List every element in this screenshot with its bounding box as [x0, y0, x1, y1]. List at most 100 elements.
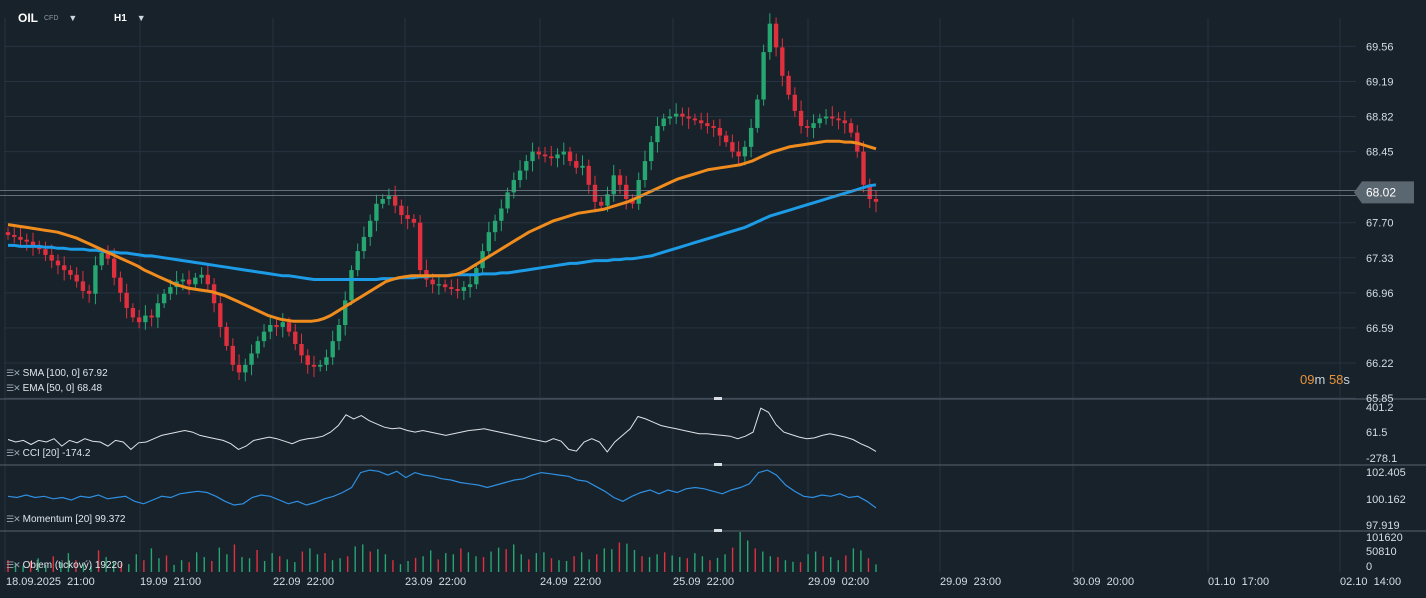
candle-body [405, 215, 410, 219]
candle-body [12, 235, 17, 237]
indicator-volume[interactable]: ☰✕ Objem (tickový) 19220 [6, 560, 123, 571]
candle-body [199, 274, 204, 278]
candle-body [755, 99, 760, 128]
candle-body [861, 151, 866, 185]
time-tick-label: 18.09.2025 21:00 [6, 576, 95, 588]
candle-body [430, 279, 435, 285]
candle-body [30, 241, 36, 246]
candle-body [86, 290, 92, 294]
candle-body [168, 287, 173, 294]
candle-body [524, 161, 529, 171]
candle-body [68, 270, 73, 275]
candle-body [761, 52, 766, 100]
candle-body [661, 118, 666, 127]
timeframe-label: H1 [114, 12, 127, 24]
candle-body [605, 194, 610, 206]
candle-body [124, 292, 129, 308]
candle-body [336, 325, 342, 342]
list-icon[interactable]: ☰✕ [6, 368, 21, 378]
list-icon[interactable]: ☰✕ [6, 514, 21, 524]
candle-body [467, 284, 473, 288]
indicator-ema[interactable]: ☰✕ EMA [50, 0] 68.48 [6, 383, 102, 394]
candle-body [274, 325, 279, 327]
candle-body [574, 161, 579, 168]
indicator-sma-label: SMA [100, 0] 67.92 [22, 368, 108, 379]
candle-body [280, 322, 285, 327]
candle-body [711, 126, 716, 128]
candle-body [261, 331, 267, 342]
panel-resize-handle [714, 397, 722, 400]
candle-body [143, 315, 148, 323]
candle-body [305, 355, 310, 365]
indicator-volume-label: Objem (tickový) 19220 [22, 560, 123, 571]
candle-body [318, 364, 323, 367]
candle-body [730, 142, 735, 152]
candle-body [748, 127, 754, 147]
price-tick-label: 65.85 [1366, 393, 1394, 405]
candle-body [93, 265, 98, 294]
candle-body [286, 322, 292, 332]
candle-body [62, 265, 67, 271]
candle-body [268, 325, 273, 332]
timeframe-selector[interactable]: H1 ▼ [114, 8, 146, 28]
candle-body [798, 110, 804, 127]
candle-body [536, 151, 541, 155]
candle-body [692, 118, 698, 121]
candle-body [118, 277, 123, 293]
candle-body [736, 151, 741, 157]
candle-body [236, 364, 242, 373]
time-tick-label: 25.09 22:00 [673, 576, 734, 588]
candle-body [848, 123, 854, 133]
time-tick-label: 29.09 23:00 [940, 576, 1001, 588]
list-icon[interactable]: ☰✕ [6, 383, 21, 393]
candle-body [767, 23, 773, 53]
candle-body [361, 236, 367, 252]
cci-tick-label: 61.5 [1366, 427, 1387, 439]
price-tick-label: 68.45 [1366, 147, 1394, 159]
cci-tick-label: -278.1 [1366, 453, 1397, 465]
indicator-cci[interactable]: ☰✕ CCI [20] -174.2 [6, 448, 90, 459]
candle-body [505, 192, 510, 209]
timer-minutes: 09 [1300, 372, 1315, 387]
panel-resize-handle [714, 529, 722, 532]
cci-panel [7, 407, 877, 453]
timer-seconds-unit: s [1343, 372, 1350, 387]
candle-body [811, 123, 816, 128]
candle-body [380, 198, 385, 204]
grid [4, 18, 1356, 572]
candle-body [449, 287, 454, 290]
momentum-panel [7, 469, 877, 509]
time-tick-label: 19.09 21:00 [140, 576, 201, 588]
candle-body [155, 303, 161, 318]
indicator-sma[interactable]: ☰✕ SMA [100, 0] 67.92 [6, 368, 108, 379]
time-tick-label: 24.09 22:00 [540, 576, 601, 588]
momentum-tick-label: 100.162 [1366, 494, 1406, 506]
candle-body [867, 184, 872, 199]
candle-body [349, 270, 354, 301]
candle-body [442, 284, 448, 288]
timer-seconds: 58 [1328, 372, 1344, 387]
list-icon[interactable]: ☰✕ [6, 448, 21, 458]
candle-body [461, 287, 467, 291]
candle-body [492, 220, 498, 233]
candle-body [611, 175, 616, 195]
price-tick-label: 67.70 [1366, 218, 1394, 230]
candle-body [786, 75, 791, 95]
candle-body [330, 341, 335, 358]
time-tick-label: 29.09 02:00 [808, 576, 869, 588]
symbol-label: OIL [18, 11, 38, 25]
candle-body [18, 236, 23, 240]
symbol-selector[interactable]: OIL CFD ▼ [18, 8, 77, 28]
list-icon[interactable]: ☰✕ [6, 560, 21, 570]
candle-timer: 09m 58s [1300, 372, 1350, 387]
candle-body [542, 154, 548, 157]
cci-tick-label: 401.2 [1366, 402, 1394, 414]
candle-body [55, 260, 61, 266]
candle-body [386, 196, 392, 199]
axis-labels: 69.56 69.19 68.82 68.45 67.70 67.33 66.96 66.59… [6, 41, 1406, 588]
momentum-tick-label: 102.405 [1366, 467, 1406, 479]
candle-body [580, 165, 585, 168]
candle-body [555, 154, 560, 159]
indicator-momentum[interactable]: ☰✕ Momentum [20] 99.372 [6, 514, 125, 525]
